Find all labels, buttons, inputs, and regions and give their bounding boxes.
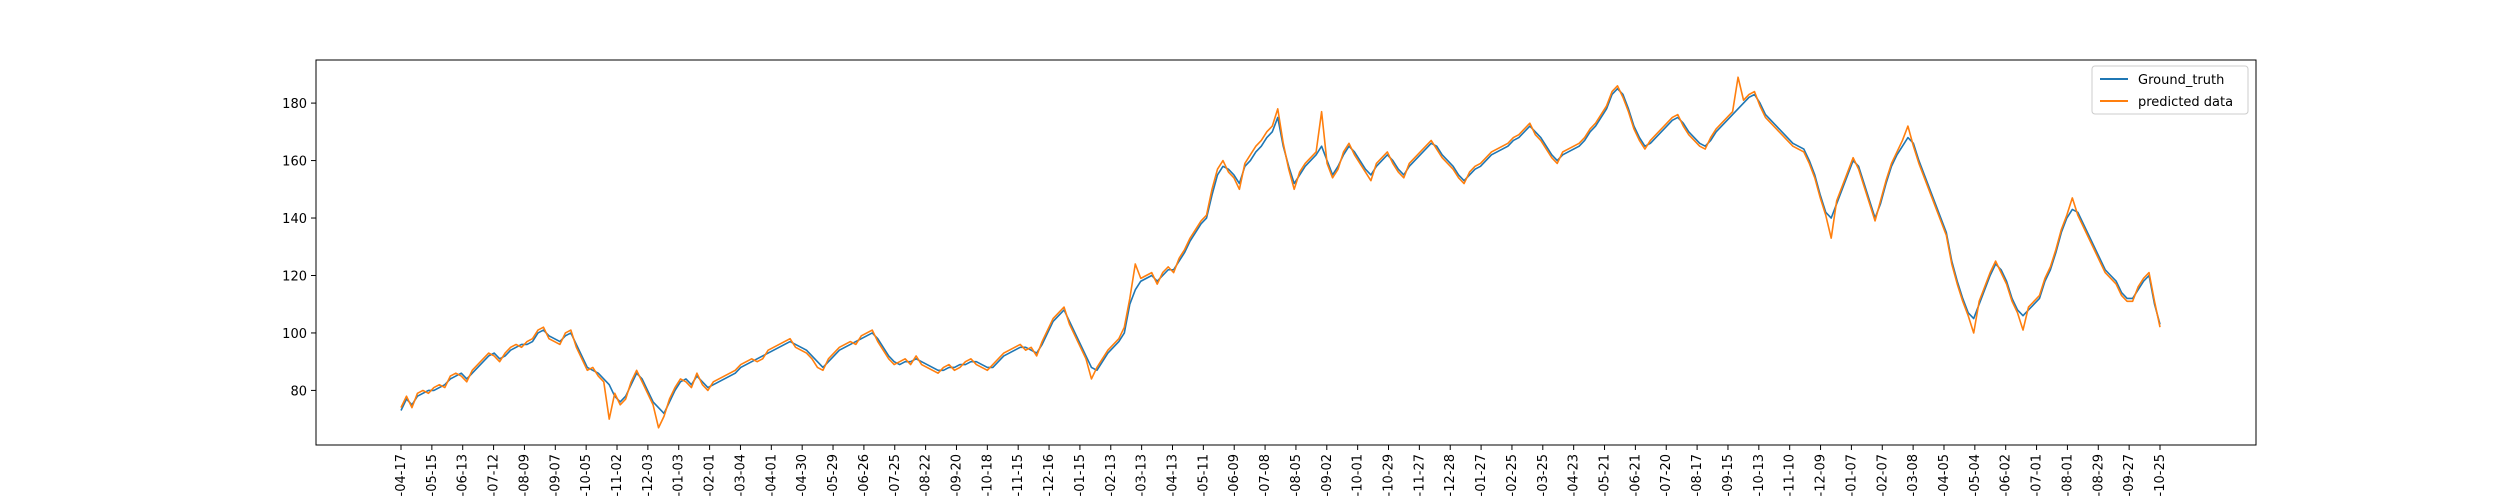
x-tick-label: -05-11 [1196,454,1211,496]
x-tick-label: -09-15 [1721,454,1736,496]
x-tick-label: -06-02 [1999,454,2014,496]
series-layer [400,76,2161,429]
x-tick-label: -10-29 [1382,454,1397,496]
x-tick-label: -07-01 [2030,454,2045,496]
x-tick-label: -04-23 [1567,454,1582,496]
x-tick-label: -03-25 [1536,454,1551,496]
x-tick-label: -01-03 [672,454,687,496]
x-tick-label: -04-01 [764,454,779,496]
x-tick-label: -02-13 [1104,454,1119,496]
x-tick-label: -10-05 [579,454,594,496]
x-tick-label: -06-13 [456,454,471,496]
x-tick-label: -11-15 [1011,454,1026,496]
x-tick-label: -07-20 [1659,454,1674,496]
x-tick-label: -01-27 [1474,454,1489,496]
x-tick-label: -07-12 [487,454,502,496]
y-tick-label: 100 [282,327,307,342]
x-tick-label: -10-18 [980,454,995,496]
x-tick-label: -10-01 [1351,454,1366,496]
x-tick-label: -06-21 [1628,454,1643,496]
x-tick-label: -09-07 [548,454,563,496]
x-tick-label: -08-17 [1690,454,1705,496]
x-tick-label: -08-09 [517,454,532,496]
x-tick-label: -10-25 [2153,454,2168,496]
plot-area [316,60,2256,445]
x-tick-label: -09-27 [2122,454,2137,496]
y-tick-label: 140 [282,212,307,227]
x-tick-label: -07-25 [888,454,903,496]
x-axis: -04-17 -05-15 -06-13 -07-12 -08-09 -09-07 -10-… [394,445,2168,496]
legend-ground-truth-label: Ground_truth [2138,73,2224,88]
x-tick-label: -11-10 [1783,454,1798,496]
x-tick-label: -05-21 [1598,454,1613,496]
x-tick-label: -02-25 [1505,454,1520,496]
x-tick-label: -06-09 [1227,454,1242,496]
x-tick-label: -04-17 [394,454,409,496]
x-tick-label: -11-02 [610,454,625,496]
x-tick-label: -03-13 [1135,454,1150,496]
y-tick-label: 180 [282,97,307,112]
x-tick-label: -12-09 [1814,454,1829,496]
x-tick-label: -02-07 [1875,454,1890,496]
x-tick-label: -12-28 [1443,454,1458,496]
x-tick-label: -08-01 [2060,454,2075,496]
x-tick-label: -05-15 [425,454,440,496]
x-tick-label: -09-20 [949,454,964,496]
x-tick-label: -09-02 [1320,454,1335,496]
x-tick-label: -10-13 [1752,454,1767,496]
x-tick-label: -06-26 [857,454,872,496]
x-tick-label: -03-08 [1906,454,1921,496]
x-tick-label: -01-07 [1844,454,1859,496]
x-tick-label: -08-22 [919,454,934,496]
x-tick-label: -04-30 [795,454,810,496]
legend-predicted-label: predicted data [2138,95,2233,110]
legend: Ground_truth predicted data [2091,65,2249,115]
x-tick-label: -01-15 [1073,454,1088,496]
series-line-predicted [400,76,2161,429]
y-tick-label: 80 [290,384,307,399]
x-tick-label: -02-01 [703,454,718,496]
x-tick-label: -07-08 [1258,454,1273,496]
y-tick-label: 160 [282,155,307,170]
x-tick-label: -11-27 [1412,454,1427,496]
x-tick-label: -12-16 [1042,454,1057,496]
x-tick-label: -08-29 [2091,454,2106,496]
x-tick-label: -12-03 [641,454,656,496]
x-tick-label: -08-05 [1289,454,1304,496]
x-tick-label: -04-13 [1165,454,1180,496]
y-tick-label: 120 [282,269,307,284]
x-tick-label: -05-04 [1968,454,1983,496]
y-axis: 80 100 120 140 160 180 [282,97,316,399]
x-tick-label: -05-29 [826,454,841,496]
plot-frame [315,59,2257,446]
x-tick-label: -03-04 [733,454,748,496]
x-tick-label: -04-05 [1937,454,1952,496]
legend-box [2091,65,2249,115]
